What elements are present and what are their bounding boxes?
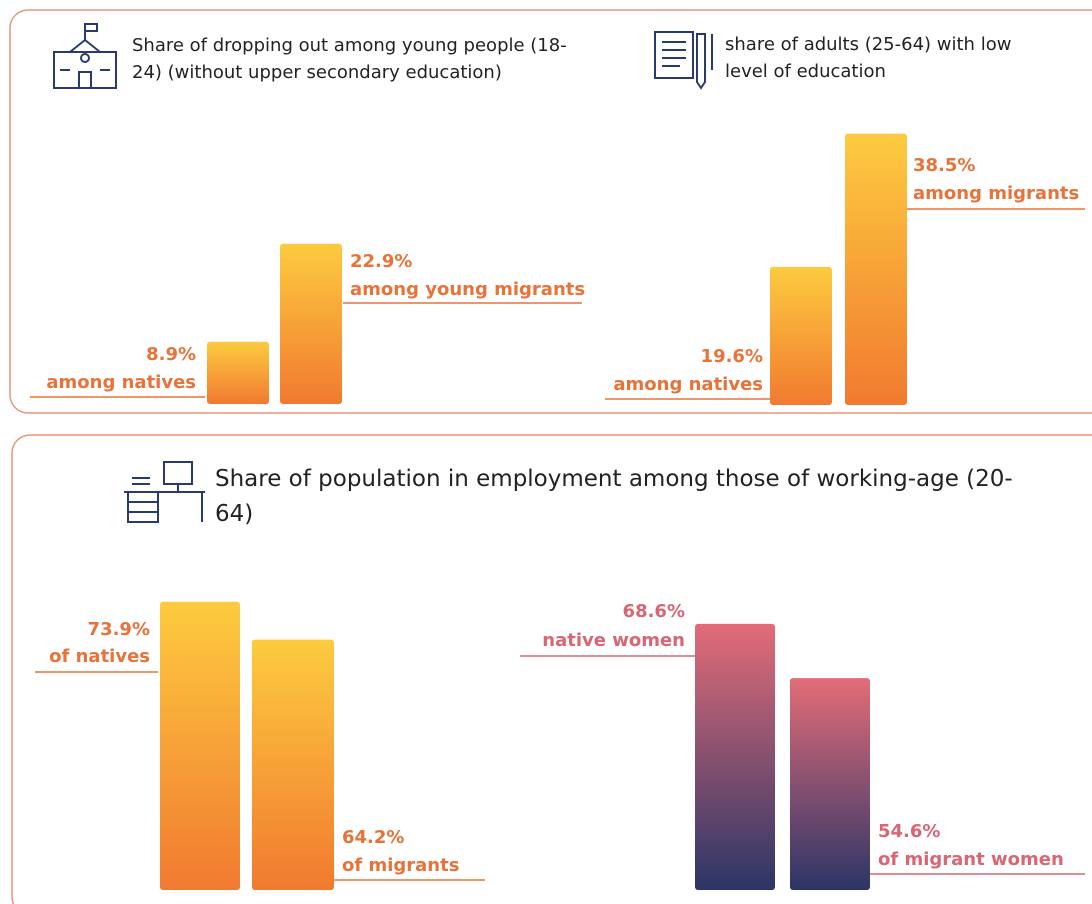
- chart-title: Share of population in employment among …: [215, 466, 1013, 527]
- category-label: among migrants: [913, 183, 1079, 204]
- book-icon: [654, 31, 713, 90]
- value-label: 22.9%: [350, 251, 412, 272]
- category-label: among natives: [46, 372, 196, 393]
- value-label: 38.5%: [913, 155, 975, 176]
- bar: [770, 266, 832, 405]
- category-label: of migrants: [342, 855, 459, 876]
- value-label: 68.6%: [623, 601, 685, 622]
- category-label: of migrant women: [878, 849, 1064, 870]
- bar: [160, 601, 240, 890]
- category-label: native women: [542, 630, 685, 651]
- value-label: 19.6%: [701, 346, 763, 367]
- value-label: 73.9%: [88, 619, 150, 640]
- bar: [252, 639, 334, 890]
- chart-title: share of adults (25-64) with low level o…: [725, 34, 1012, 82]
- category-label: among young migrants: [350, 279, 585, 300]
- desk-icon: [124, 461, 205, 523]
- bar: [207, 341, 269, 404]
- category-label: of natives: [49, 646, 150, 667]
- panel: [9, 9, 1092, 414]
- value-label: 8.9%: [146, 344, 196, 365]
- bar: [845, 133, 907, 405]
- value-label: 64.2%: [342, 827, 404, 848]
- school-icon: [53, 23, 117, 89]
- bar: [695, 623, 775, 890]
- bar: [280, 243, 342, 404]
- value-label: 54.6%: [878, 821, 940, 842]
- category-label: among natives: [613, 374, 763, 395]
- chart-title: Share of dropping out among young people…: [132, 35, 567, 83]
- bar: [790, 678, 870, 890]
- panel: [11, 434, 1092, 904]
